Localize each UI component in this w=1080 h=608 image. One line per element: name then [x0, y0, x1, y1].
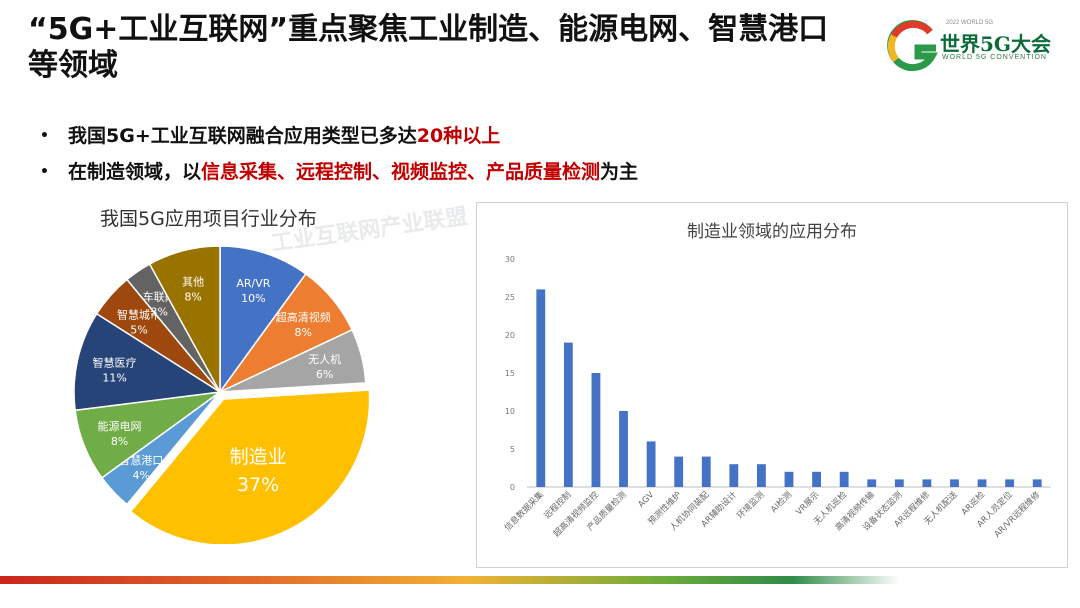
bullet-text: 在制造领域，以	[68, 161, 202, 183]
slide-title: “5G+工业互联网”重点聚焦工业制造、能源电网、智慧港口等领域	[28, 12, 829, 83]
bar	[839, 471, 849, 487]
bar	[922, 479, 932, 487]
bar	[536, 289, 546, 487]
bar-chart-panel: 制造业领域的应用分布 0 5 10 15 20 25 30 信息数据采集 远程控制 超高清视频监控…	[476, 202, 1068, 568]
bullet-dot: •	[40, 164, 49, 180]
pie-slice-label: 无人机	[308, 352, 341, 366]
bar	[591, 373, 601, 487]
pie-slice-value: 5%	[130, 324, 147, 337]
bullet-text-after: 为主	[600, 161, 639, 183]
x-tick-label: 环境监测	[735, 489, 767, 521]
pie-slice-label: 制造业	[230, 446, 287, 468]
bar	[950, 479, 959, 487]
pie-chart: AR/VR 10% 超高清视频 8% 无人机 6% 制造业 37% 智慧港口 4% 能源电网 8% 智慧…	[60, 244, 390, 546]
logo-main-text: 世界5G大会	[940, 32, 1051, 56]
pie-slice-label: 超高清视频	[276, 310, 331, 324]
pie-slice	[219, 245, 307, 395]
bullet-text: 我国5G+工业互联网融合应用类型已多达	[68, 125, 417, 147]
pie-slice	[148, 245, 221, 393]
bar	[867, 479, 877, 487]
logo-g-icon	[887, 20, 938, 72]
bar-chart-title: 制造业领域的应用分布	[687, 222, 857, 242]
bullet-dot: •	[40, 128, 49, 144]
pie-slice-value: 6%	[316, 368, 333, 381]
y-tick-label: 30	[505, 255, 515, 264]
pie-slice	[219, 328, 367, 393]
pie-slice-value: 3%	[151, 306, 168, 319]
y-tick-label: 25	[505, 293, 515, 302]
pie-slice-value: 4%	[133, 469, 150, 482]
bullet-item: • 在制造领域，以 信息采集、远程控制、视频监控、产品质量检测 为主	[40, 154, 638, 190]
logo-small-text: 2022 WORLD 5G	[946, 20, 994, 26]
bullet-list: • 我国5G+工业互联网融合应用类型已多达 20种以上 • 在制造领域，以 信息采集…	[40, 118, 638, 190]
pie-slice-value: 8%	[295, 326, 312, 339]
bar	[977, 479, 987, 487]
y-tick-label: 15	[505, 369, 515, 378]
bullet-highlight: 20种以上	[416, 125, 501, 147]
pie-slice-value: 37%	[237, 474, 279, 496]
x-tick-label: AGV	[636, 490, 656, 510]
x-tick-label: AI检测	[768, 489, 794, 515]
bar	[674, 456, 684, 487]
bar	[757, 464, 766, 487]
logo-sub-text: WORLD 5G CONVENTION	[942, 54, 1047, 61]
pie-slice-value: 8%	[111, 435, 128, 448]
pie-slice-value: 11%	[102, 371, 126, 384]
pie-slice-value: 8%	[184, 290, 201, 303]
bar	[894, 479, 904, 487]
y-tick-label: 0	[510, 483, 515, 492]
bar	[646, 441, 656, 487]
y-tick-label: 10	[505, 407, 515, 416]
pie-slice-value: 10%	[241, 292, 265, 305]
bottom-gradient-bar	[0, 576, 900, 584]
y-tick-label: 5	[510, 445, 515, 454]
pie-chart-title: 我国5G应用项目行业分布	[100, 208, 317, 230]
pie-slice-label: 能源电网	[98, 419, 142, 433]
bar	[784, 471, 794, 487]
bar	[563, 342, 573, 487]
x-tick-label: 信息数据采集	[502, 489, 546, 533]
x-tick-label: AR/VR远程维修	[992, 489, 1043, 540]
y-tick-label: 20	[505, 331, 515, 340]
pie-slice-label: AR/VR	[236, 277, 270, 290]
bar	[619, 411, 628, 487]
logo: 2022 WORLD 5G 世界5G大会 WORLD 5G CONVENTION	[884, 20, 1054, 72]
pie-chart-svg: AR/VR10%超高清视频8%无人机6%制造业37%智慧港口4%能源电网8%智慧…	[73, 245, 371, 546]
bar	[1032, 479, 1042, 487]
bar	[701, 456, 711, 487]
bar	[1005, 479, 1015, 487]
bullet-item: • 我国5G+工业互联网融合应用类型已多达 20种以上	[40, 118, 638, 154]
pie-slice-label: 智慧城市	[117, 308, 161, 322]
bar	[729, 464, 739, 487]
pie-slice-label: 智慧医疗	[93, 355, 137, 369]
bar	[812, 471, 821, 487]
pie-slice	[73, 312, 223, 412]
pie-slice	[129, 389, 371, 546]
pie-slice-label: 其他	[182, 275, 204, 288]
bullet-highlight: 信息采集、远程控制、视频监控、产品质量检测	[201, 161, 601, 183]
